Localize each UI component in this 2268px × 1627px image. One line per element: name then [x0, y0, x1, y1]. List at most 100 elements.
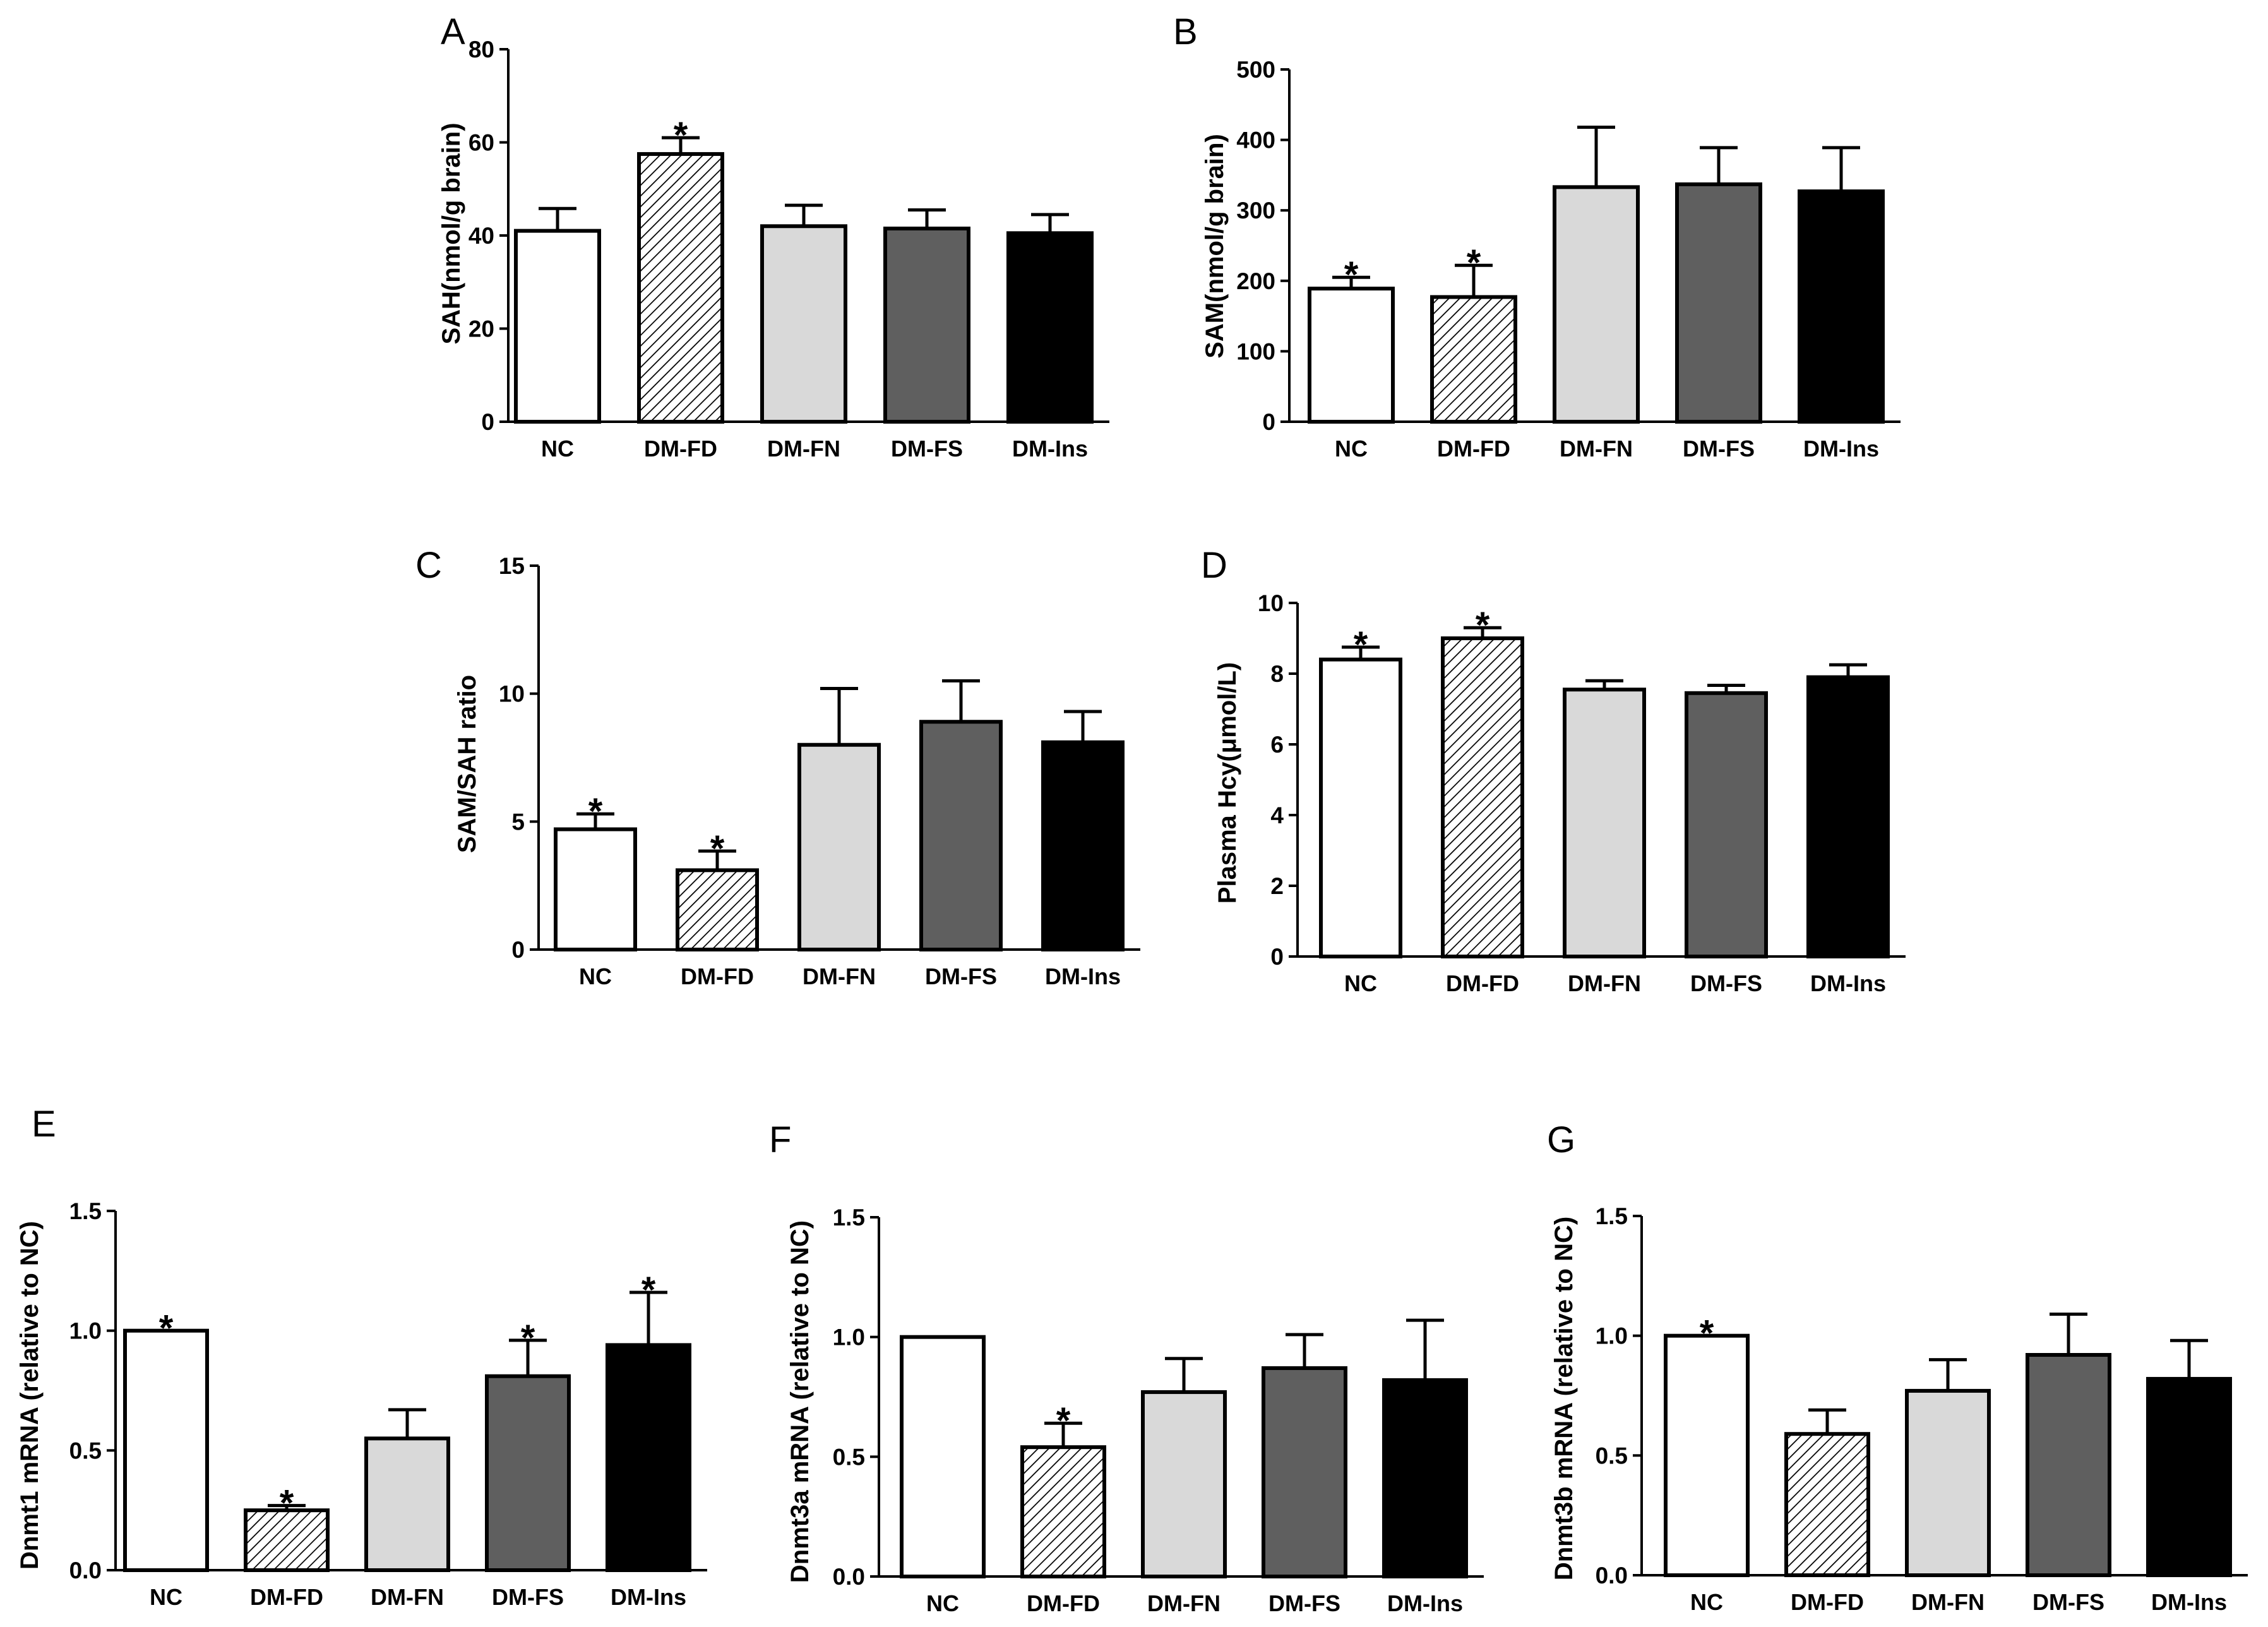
panel-letter: C — [415, 545, 442, 586]
panel-g: G Dnmt3b mRNA (relative to NC) 0.0 0.5 1.0… — [1547, 1119, 2248, 1615]
y-axis-label: SAH(nmol/g brain) — [438, 122, 465, 344]
bar-plot-g: 0.0 0.5 1.0 1.5 * NC DM-FD DM-FN DM-FS DM-Ins — [1596, 1203, 2248, 1615]
bar-dm-fd — [244, 1508, 330, 1573]
x-category-label: DM-FD — [1446, 970, 1519, 996]
y-tick-label: 200 — [1236, 268, 1275, 294]
panel-f: F Dnmt3a mRNA (relative to NC) 0.0 0.5 1.0… — [769, 1119, 1484, 1616]
bar-nc — [1308, 287, 1395, 424]
bar-nc — [554, 827, 637, 951]
y-tick-label: 400 — [1236, 128, 1275, 153]
bar-dm-fs — [485, 1374, 571, 1572]
y-tick-label: 0 — [481, 409, 494, 435]
y-tick-label: 6 — [1270, 732, 1284, 758]
x-category-label: DM-Ins — [2151, 1589, 2227, 1615]
panel-d: D Plasma Hcy(μmol/L) 0 2 4 6 8 10 * NC * DM-FD DM-… — [1201, 545, 1906, 996]
y-tick-label: 500 — [1236, 57, 1275, 83]
significance-star: * — [674, 115, 688, 156]
x-category-label: NC — [1690, 1589, 1723, 1615]
bar-dm-fs — [1675, 182, 1762, 424]
bar-dm-fn — [1141, 1390, 1227, 1578]
y-tick-label: 0 — [511, 937, 525, 963]
bar-dm-fs — [883, 226, 970, 424]
y-axis-label: Dnmt3a mRNA (relative to NC) — [786, 1220, 814, 1583]
x-category-label: DM-FN — [1147, 1590, 1221, 1616]
y-tick-label: 20 — [469, 316, 494, 342]
x-category-label: DM-FS — [492, 1584, 564, 1610]
bar-dm-fd — [1430, 295, 1517, 424]
significance-star: * — [1476, 605, 1490, 646]
y-tick-label: 2 — [1270, 873, 1284, 899]
x-category-label: NC — [150, 1584, 182, 1610]
x-category-label: DM-FD — [681, 963, 754, 989]
x-category-label: DM-Ins — [1387, 1590, 1463, 1616]
bar-nc — [1319, 657, 1402, 958]
bar-dm-fs — [2026, 1353, 2111, 1578]
x-category-label: NC — [579, 963, 612, 989]
x-category-label: NC — [541, 436, 574, 462]
bar-plot-e: 0.0 0.5 1.0 1.5 * NC * DM-FD DM-FN * DM-FS * DM-Ins — [69, 1198, 707, 1610]
x-category-label: DM-FD — [1791, 1589, 1864, 1615]
bar-dm-ins — [606, 1343, 691, 1573]
x-category-label: DM-FN — [803, 963, 876, 989]
y-tick-label: 80 — [469, 37, 494, 63]
x-category-label: DM-Ins — [611, 1584, 686, 1610]
y-tick-label: 60 — [469, 130, 494, 156]
x-category-label: DM-FD — [644, 436, 717, 462]
y-tick-label: 10 — [1258, 590, 1284, 616]
y-tick-label: 1.5 — [69, 1198, 102, 1224]
significance-star: * — [521, 1318, 535, 1359]
bar-nc — [900, 1335, 986, 1579]
panel-letter: G — [1547, 1119, 1575, 1160]
x-category-label: DM-FN — [1568, 970, 1641, 996]
y-tick-label: 8 — [1270, 661, 1284, 687]
x-category-label: NC — [1335, 436, 1368, 462]
x-category-label: DM-FS — [1690, 970, 1762, 996]
bar-dm-fs — [1262, 1366, 1347, 1578]
bar-dm-ins — [2146, 1376, 2232, 1578]
x-category-label: DM-FS — [2032, 1589, 2104, 1615]
bar-dm-fd — [637, 152, 724, 424]
bar-dm-fd — [676, 868, 759, 952]
y-tick-label: 15 — [499, 553, 525, 579]
y-axis-label: Plasma Hcy(μmol/L) — [1214, 662, 1241, 903]
y-tick-label: 100 — [1236, 338, 1275, 364]
panel-e: E Dnmt1 mRNA (relative to NC) 0.0 0.5 1.0 1… — [16, 1104, 707, 1610]
significance-star: * — [710, 828, 725, 869]
bar-dm-fn — [1563, 688, 1646, 958]
bar-plot-f: 0.0 0.5 1.0 1.5 NC * DM-FD DM-FN DM-FS DM-Ins — [833, 1205, 1484, 1616]
x-category-label: DM-FS — [1268, 1590, 1340, 1616]
panel-letter: B — [1173, 11, 1198, 52]
bar-dm-fd — [1020, 1445, 1106, 1578]
bar-plot-c: 0 5 10 15 * NC * DM-FD DM-FN DM-FS DM-Ins — [499, 553, 1140, 989]
x-category-label: DM-Ins — [1012, 436, 1088, 462]
bar-nc — [514, 229, 601, 424]
bar-dm-ins — [1798, 189, 1885, 424]
x-category-label: DM-FS — [925, 963, 997, 989]
significance-star: * — [588, 791, 603, 832]
y-tick-label: 0 — [1270, 944, 1284, 970]
y-tick-label: 1.0 — [1596, 1323, 1628, 1349]
x-category-label: DM-FS — [891, 436, 963, 462]
panel-letter: A — [441, 11, 465, 52]
significance-star: * — [1344, 254, 1359, 295]
bar-plot-d: 0 2 4 6 8 10 * NC * DM-FD DM-FN DM-FS DM-Ins — [1258, 590, 1906, 996]
y-tick-label: 40 — [469, 223, 494, 249]
y-axis-label: Dnmt1 mRNA (relative to NC) — [16, 1221, 44, 1570]
y-tick-label: 1.5 — [1596, 1203, 1628, 1229]
y-tick-label: 4 — [1270, 802, 1284, 828]
bar-dm-fn — [760, 224, 847, 424]
x-category-label: DM-FN — [767, 436, 840, 462]
x-category-label: DM-FN — [1911, 1589, 1984, 1615]
bar-nc — [123, 1328, 209, 1573]
y-tick-label: 0.0 — [69, 1558, 102, 1583]
bar-nc — [1664, 1333, 1750, 1578]
x-category-label: DM-FN — [371, 1584, 444, 1610]
y-tick-label: 0.5 — [833, 1444, 865, 1470]
bar-dm-fs — [919, 720, 1003, 951]
y-tick-label: 0.0 — [1596, 1563, 1628, 1588]
bar-dm-fn — [364, 1436, 450, 1573]
y-axis-label: Dnmt3b mRNA (relative to NC) — [1550, 1217, 1578, 1580]
bar-dm-ins — [1382, 1378, 1468, 1579]
x-category-label: NC — [1344, 970, 1377, 996]
panel-a: A SAH(nmol/g brain) 0 20 40 60 80 NC * DM-FD DM-… — [438, 11, 1109, 462]
